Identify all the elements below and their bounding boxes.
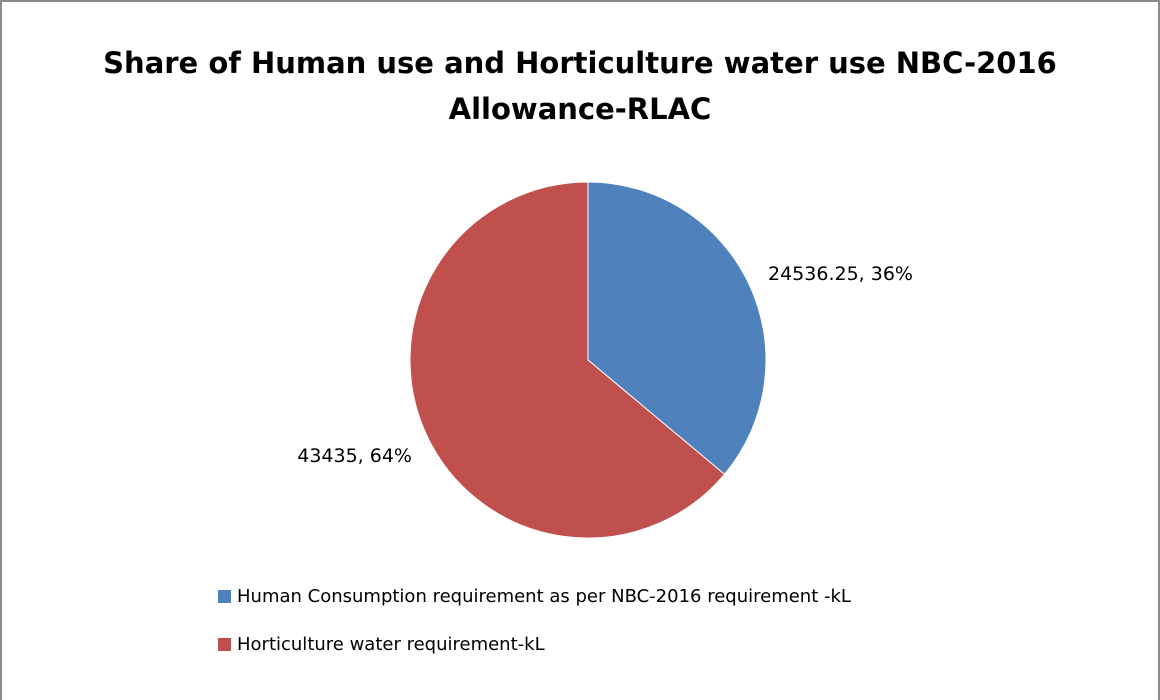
- legend-item-horticulture: Horticulture water requirement-kL: [218, 632, 851, 656]
- pie-data-label-0: 24536.25, 36%: [768, 263, 913, 285]
- pie-data-label-1: 43435, 64%: [297, 445, 412, 467]
- pie-slices: [409, 181, 767, 539]
- legend-swatch-horticulture: [218, 637, 231, 651]
- pie-data-labels: 24536.25, 36% 43435, 64%: [297, 263, 913, 467]
- legend-swatch-human-consumption: [218, 589, 231, 603]
- pie-slice-1: [409, 181, 726, 539]
- legend-label-human-consumption: Human Consumption requirement as per NBC…: [237, 585, 851, 607]
- legend-item-human-consumption: Human Consumption requirement as per NBC…: [218, 584, 851, 608]
- chart-legend: Human Consumption requirement as per NBC…: [218, 584, 851, 680]
- legend-label-horticulture: Horticulture water requirement-kL: [237, 633, 545, 655]
- chart-title: Share of Human use and Horticulture wate…: [103, 46, 1057, 126]
- pie-slice-0: [587, 181, 767, 476]
